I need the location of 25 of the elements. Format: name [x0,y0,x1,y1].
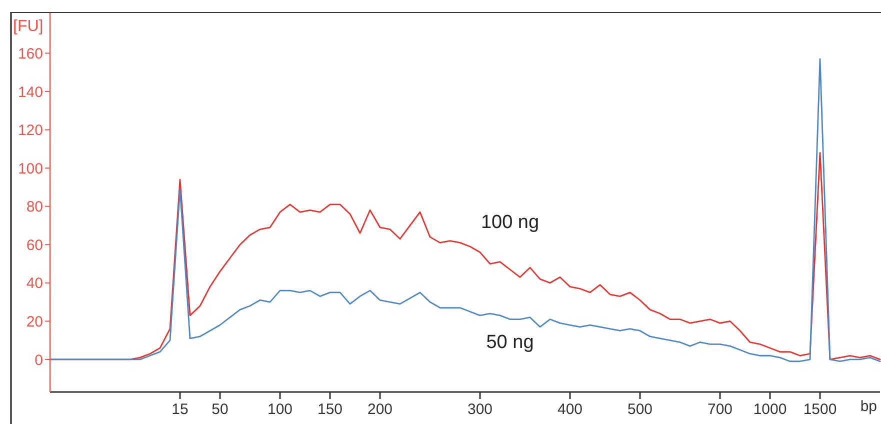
y-tick-label: 160 [18,46,43,63]
x-tick-label: 1000 [753,401,787,418]
x-tick-label: 1500 [803,401,837,418]
x-tick-label: 400 [557,401,583,418]
series-label: 100 ng [480,212,540,234]
x-tick-label: 700 [707,401,733,418]
x-axis-title: bp [860,398,877,415]
y-tick-label: 60 [26,236,43,254]
y-tick-label: 0 [34,352,43,369]
x-tick-label: 200 [367,401,393,418]
y-tick-label: 120 [18,122,43,140]
x-tick-label: 500 [627,401,653,418]
x-tick-label: 50 [212,401,228,418]
x-tick-label: 15 [172,401,188,418]
x-tick-label: 100 [267,401,293,418]
y-axis-title: [FU] [13,18,44,36]
y-tick-label: 100 [18,160,43,178]
y-tick-label: 140 [18,84,43,101]
y-tick-label: 80 [26,198,43,216]
y-tick-label: 20 [26,314,43,330]
line-series [49,58,881,362]
x-tick-label: 150 [317,401,343,418]
x-tick-label: 300 [467,401,493,418]
y-tick-label: 40 [26,275,43,292]
series-label: 50 ng [485,332,535,354]
